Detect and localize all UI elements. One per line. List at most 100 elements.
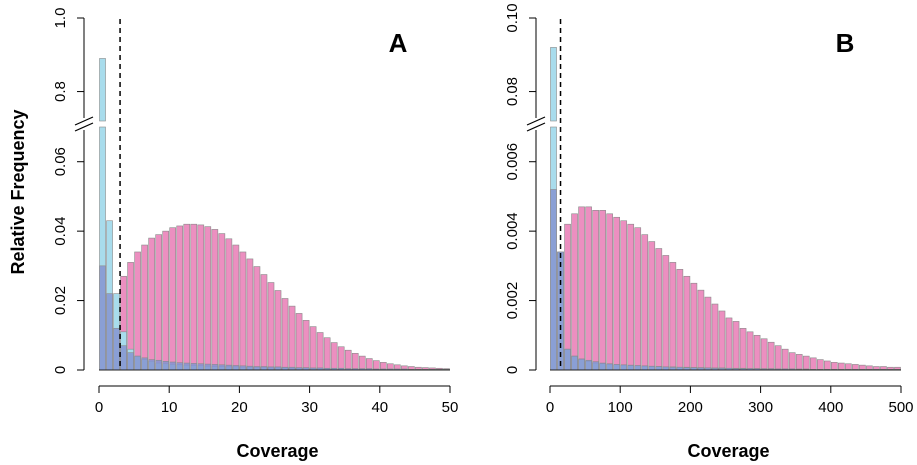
bar-b-dark_blue-12 [634,365,642,371]
bar-b-pink-30 [760,338,768,371]
bar-a-dark_blue-2 [113,328,120,371]
bar-a-dark_blue-8 [155,359,162,371]
axis-break-mark-b-0 [526,116,546,126]
bar-b-pink-38 [816,359,824,371]
bar-b-pink-34 [788,352,796,371]
bar-a-pink-28 [295,313,303,371]
bar-b-pink-33 [781,348,789,371]
bar-b-dark_blue-14 [648,365,656,371]
bar-b-light_blue-0-upper [550,47,557,122]
bar-a-pink-37 [358,355,366,371]
x-tick-label-b-4: 400 [818,399,843,416]
bar-b-dark_blue-11 [627,364,635,371]
y-tick-label-b-low-1: 0.002 [504,282,521,320]
bar-a-pink-38 [365,358,373,371]
x-axis-title-b: Coverage [687,441,769,461]
bar-b-pink-15 [655,248,663,371]
x-tick-label-a-4: 40 [371,399,388,416]
bar-b-pink-2 [564,223,571,371]
x-axis-title-a: Coverage [236,441,318,461]
panel-label-a: A [389,28,408,58]
y-tick-label-b-up-0: 0.08 [504,77,521,106]
x-tick-label-b-5: 500 [888,399,913,416]
bar-b-pink-13 [641,234,649,371]
bar-b-pink-4 [578,206,585,371]
bar-a-dark_blue-20 [239,365,247,371]
bar-a-pink-26 [281,298,289,371]
bar-a-pink-31 [316,332,324,371]
bar-a-pink-21 [246,258,254,371]
bar-b-pink-25 [725,317,733,371]
bar-b-pink-6 [592,210,599,371]
bar-a-dark_blue-18 [225,364,233,371]
bar-b-dark_blue-8 [606,363,613,371]
bar-a-dark_blue-1 [106,293,113,371]
bar-a-pink-24 [267,282,275,371]
x-tick-label-a-5: 50 [442,399,459,416]
bar-b-dark_blue-9 [613,364,620,371]
bar-b-dark_blue-4 [578,358,585,371]
bar-a-dark_blue-23 [260,366,268,371]
bar-a-dark_blue-9 [162,361,169,371]
bar-b-pink-28 [746,331,754,371]
bar-b-pink-32 [774,345,782,371]
bar-a-pink-34 [337,346,345,371]
y-tick-label-b-up-1: 0.10 [504,3,521,32]
bar-a-pink-5 [134,251,141,371]
bar-a-dark_blue-3 [120,345,127,371]
bar-a-dark_blue-19 [232,365,240,371]
bar-b-dark_blue-10 [620,364,628,371]
bar-b-pink-26 [732,321,740,371]
bar-b-dark_blue-3 [571,355,578,371]
bar-b-pink-36 [802,355,810,371]
bar-a-pink-13 [190,223,198,371]
panel-label-b: B [836,28,855,58]
y-tick-label-b-low-2: 0.004 [504,212,521,250]
bar-b-pink-37 [809,357,817,371]
bar-b-pink-40 [830,362,838,371]
bar-a-dark_blue-4 [127,352,134,371]
bar-a-pink-12 [183,223,191,371]
bar-b-pink-11 [627,223,635,371]
bar-a-pink-30 [309,326,317,371]
bar-a-dark_blue-13 [190,363,198,371]
bar-b-pink-3 [571,213,578,371]
bar-a-light_blue-0-upper [99,58,106,122]
x-tick-label-a-3: 30 [301,399,318,416]
bar-b-dark_blue-6 [592,361,599,371]
bar-a-pink-8 [155,234,162,371]
x-tick-label-a-2: 20 [231,399,248,416]
y-axis-title: Relative Frequency [8,109,28,274]
bar-b-pink-19 [683,275,691,371]
bar-a-pink-35 [344,349,352,371]
y-tick-label-a-low-1: 0.02 [52,286,69,315]
axis-break-mark-b-1 [526,122,546,132]
bar-a-dark_blue-17 [218,364,226,371]
bar-b-pink-39 [823,360,831,371]
bar-a-dark_blue-14 [197,363,205,371]
bar-b-dark_blue-2 [564,348,571,371]
x-tick-label-b-2: 200 [678,399,703,416]
bar-b-pink-31 [767,341,775,371]
y-tick-label-a-up-1: 1.0 [52,8,69,29]
y-tick-label-b-low-3: 0.006 [504,143,521,181]
bar-b-pink-24 [718,310,726,371]
bar-a-pink-11 [176,225,184,371]
bar-a-pink-25 [274,290,282,371]
bar-a-dark_blue-10 [169,361,177,371]
bar-a-pink-20 [239,251,247,371]
bar-a-pink-10 [169,227,177,371]
bar-a-pink-39 [372,360,380,371]
bar-b-pink-14 [648,241,656,371]
bar-a-pink-19 [232,244,240,371]
bar-a-pink-33 [330,342,338,371]
bar-a-pink-17 [218,233,226,371]
bar-a-pink-9 [162,230,169,371]
y-tick-label-a-low-0: 0 [52,366,69,374]
bar-a-dark_blue-5 [134,355,141,371]
bar-b-pink-5 [585,206,592,371]
y-tick-label-b-low-0: 0 [504,366,521,374]
bar-b-pink-17 [669,262,677,371]
bar-a-pink-15 [204,226,212,371]
